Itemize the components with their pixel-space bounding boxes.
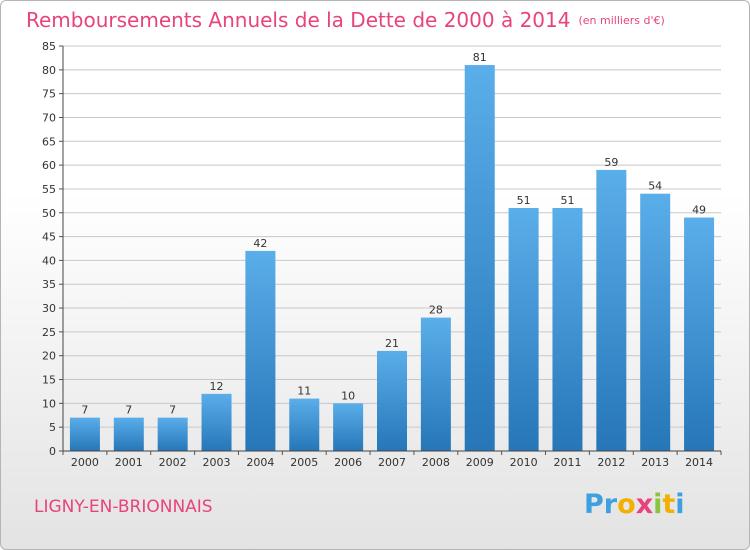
y-axis-ticks: 0 5 10 15 20 25 30 35 40 45 50 55 60 65 70 75 80 85 — [42, 40, 63, 458]
x-tick-label: 2008 — [422, 456, 450, 469]
value-labels: 7 7 7 12 42 11 10 21 28 81 51 51 59 54 49 — [81, 51, 706, 417]
x-tick-label: 2004 — [246, 456, 274, 469]
x-tick-label: 2002 — [159, 456, 187, 469]
value-label-2014: 49 — [692, 204, 706, 217]
y-tick-label: 45 — [42, 231, 56, 244]
value-label-2009: 81 — [473, 51, 487, 64]
bars — [69, 65, 715, 452]
x-tick-label: 2012 — [597, 456, 625, 469]
bar-2011 — [552, 208, 583, 451]
x-tick-label: 2014 — [685, 456, 713, 469]
x-tick-label: 2007 — [378, 456, 406, 469]
logo-letter: i — [675, 489, 685, 520]
logo-letter: x — [635, 489, 654, 520]
logo-letter: t — [662, 489, 676, 520]
value-label-2002: 7 — [169, 404, 176, 417]
bar-2000 — [69, 417, 100, 451]
value-label-2011: 51 — [560, 194, 574, 207]
y-tick-label: 15 — [42, 374, 56, 387]
axes — [62, 46, 721, 452]
y-tick-label: 85 — [42, 40, 56, 53]
x-tick-label: 2011 — [553, 456, 581, 469]
value-label-2007: 21 — [385, 337, 399, 350]
x-axis-ticks: 2000 2001 2002 2003 2004 2005 2006 2007 2008 2009… — [62, 451, 722, 469]
chart-unit: (en milliers d'€) — [578, 14, 665, 27]
bar-2002 — [157, 417, 188, 451]
y-tick-label: 0 — [49, 445, 56, 458]
commune-name: LIGNY-EN-BRIONNAIS — [34, 497, 213, 517]
y-tick-label: 20 — [42, 350, 56, 363]
y-tick-label: 50 — [42, 207, 56, 220]
x-tick-label: 2000 — [71, 456, 99, 469]
bar-2001 — [113, 417, 144, 451]
bar-2010 — [508, 208, 539, 451]
value-label-2013: 54 — [648, 180, 662, 193]
bar-2008 — [420, 317, 451, 451]
logo-letter: r — [603, 489, 618, 520]
chart-title: Remboursements Annuels de la Dette de 20… — [26, 8, 665, 32]
y-tick-label: 30 — [42, 302, 56, 315]
bar-2013 — [640, 193, 671, 452]
y-tick-label: 65 — [42, 135, 56, 148]
bar-2014 — [684, 217, 715, 451]
y-tick-label: 25 — [42, 326, 56, 339]
bar-2006 — [333, 403, 364, 451]
value-label-2001: 7 — [125, 404, 132, 417]
y-tick-label: 55 — [42, 183, 56, 196]
logo-letter: P — [584, 489, 604, 520]
value-label-2005: 11 — [297, 385, 311, 398]
logo-letter: o — [617, 489, 636, 520]
bar-2012 — [596, 169, 627, 451]
y-tick-label: 35 — [42, 278, 56, 291]
chart-title-text: Remboursements Annuels de la Dette de 20… — [26, 8, 571, 32]
y-tick-label: 40 — [42, 254, 56, 267]
proxiti-logo: Proxiti — [584, 489, 685, 520]
value-label-2003: 12 — [210, 380, 224, 393]
value-label-2000: 7 — [81, 404, 88, 417]
x-tick-label: 2006 — [334, 456, 362, 469]
x-tick-label: 2009 — [466, 456, 494, 469]
y-tick-label: 10 — [42, 397, 56, 410]
bar-2004 — [245, 250, 276, 451]
x-tick-label: 2005 — [290, 456, 318, 469]
value-label-2012: 59 — [604, 156, 618, 169]
value-label-2004: 42 — [253, 237, 267, 250]
value-label-2008: 28 — [429, 304, 443, 317]
y-tick-label: 75 — [42, 88, 56, 101]
x-tick-label: 2013 — [641, 456, 669, 469]
bar-2009 — [464, 65, 495, 451]
x-tick-label: 2001 — [115, 456, 143, 469]
bar-2005 — [289, 398, 320, 451]
x-tick-label: 2003 — [203, 456, 231, 469]
y-tick-label: 5 — [49, 421, 56, 434]
bar-2007 — [377, 350, 407, 451]
x-tick-label: 2010 — [510, 456, 538, 469]
logo-letter: i — [653, 489, 663, 520]
y-tick-label: 80 — [42, 64, 56, 77]
y-tick-label: 70 — [42, 111, 56, 124]
bar-2003 — [201, 393, 232, 451]
value-label-2010: 51 — [517, 194, 531, 207]
value-label-2006: 10 — [341, 389, 355, 402]
y-tick-label: 60 — [42, 159, 56, 172]
